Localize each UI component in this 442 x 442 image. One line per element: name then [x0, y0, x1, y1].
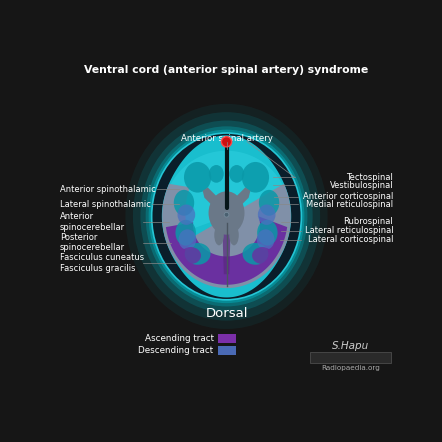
- Circle shape: [224, 212, 229, 217]
- Ellipse shape: [152, 133, 301, 300]
- Ellipse shape: [184, 162, 211, 193]
- Ellipse shape: [243, 243, 268, 265]
- Polygon shape: [162, 135, 291, 297]
- Text: Tectospinal: Tectospinal: [347, 173, 393, 182]
- Text: Medial reticulospinal: Medial reticulospinal: [306, 200, 393, 209]
- Ellipse shape: [146, 126, 307, 306]
- Text: Lateral reticulospinal: Lateral reticulospinal: [305, 226, 393, 235]
- Ellipse shape: [141, 121, 312, 312]
- Ellipse shape: [181, 247, 201, 264]
- Text: S.Hapu: S.Hapu: [332, 341, 370, 351]
- Ellipse shape: [258, 205, 275, 225]
- Text: Ascending tract: Ascending tract: [145, 334, 213, 343]
- Ellipse shape: [214, 225, 224, 245]
- Ellipse shape: [229, 225, 239, 245]
- Ellipse shape: [229, 165, 244, 183]
- Text: Descending tract: Descending tract: [138, 347, 213, 355]
- Polygon shape: [162, 184, 291, 288]
- Circle shape: [221, 137, 232, 147]
- Text: © NC BY SA: © NC BY SA: [330, 354, 371, 360]
- Ellipse shape: [242, 162, 269, 193]
- Ellipse shape: [126, 104, 328, 329]
- Text: Fasciculus cuneatus
Fasciculus gracilis: Fasciculus cuneatus Fasciculus gracilis: [60, 253, 144, 273]
- Ellipse shape: [257, 220, 278, 246]
- Text: Ventral cord (anterior spinal artery) syndrome: Ventral cord (anterior spinal artery) sy…: [84, 65, 369, 75]
- Bar: [218, 347, 236, 355]
- Text: Anterior corticospinal: Anterior corticospinal: [303, 192, 393, 201]
- Text: Posterior
spinocerebellar: Posterior spinocerebellar: [60, 233, 125, 252]
- Ellipse shape: [178, 205, 195, 225]
- Ellipse shape: [175, 220, 196, 246]
- Ellipse shape: [209, 191, 244, 235]
- Text: Dorsal: Dorsal: [205, 307, 248, 320]
- Ellipse shape: [209, 165, 224, 183]
- Polygon shape: [166, 217, 287, 285]
- Polygon shape: [222, 230, 231, 274]
- Ellipse shape: [174, 190, 194, 216]
- Polygon shape: [203, 187, 225, 208]
- Polygon shape: [163, 151, 290, 238]
- Text: Radiopaedia.org: Radiopaedia.org: [321, 365, 380, 371]
- Text: Anterior
spinocerebellar: Anterior spinocerebellar: [60, 213, 125, 232]
- Text: Lateral corticospinal: Lateral corticospinal: [308, 235, 393, 244]
- Ellipse shape: [133, 112, 320, 320]
- Text: Anterior spinal artery: Anterior spinal artery: [181, 134, 272, 143]
- Ellipse shape: [149, 130, 305, 303]
- Ellipse shape: [257, 229, 274, 250]
- Ellipse shape: [185, 243, 210, 265]
- Text: Vestibulospinal: Vestibulospinal: [330, 181, 393, 190]
- Ellipse shape: [179, 229, 196, 250]
- Ellipse shape: [259, 190, 279, 216]
- Bar: [310, 352, 391, 363]
- Text: Lateral spinothalamic: Lateral spinothalamic: [60, 200, 151, 209]
- Text: Rubrospinal: Rubrospinal: [343, 217, 393, 226]
- Text: Anterior spinothalamic: Anterior spinothalamic: [60, 185, 156, 194]
- Bar: [218, 334, 236, 343]
- Ellipse shape: [252, 247, 272, 264]
- Polygon shape: [228, 187, 250, 208]
